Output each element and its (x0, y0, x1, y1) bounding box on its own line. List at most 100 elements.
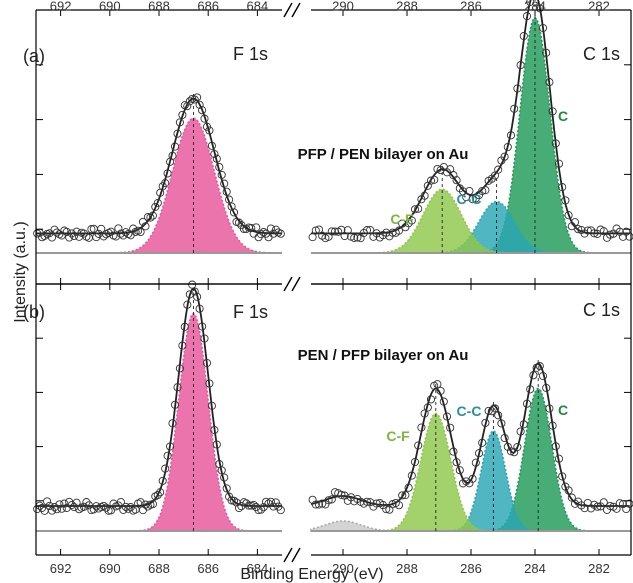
x-tick-label-top: 288 (396, 0, 418, 13)
region-label-c1s: C 1s (583, 44, 620, 64)
data-point (261, 497, 271, 506)
data-point (70, 231, 79, 241)
data-point (225, 195, 234, 204)
data-point (79, 502, 89, 511)
region-label-c1s: C 1s (583, 300, 620, 320)
data-point (449, 447, 458, 456)
data-point (109, 499, 118, 508)
x-tick-label-bottom: 290 (332, 561, 354, 576)
data-point (519, 31, 528, 41)
data-point (522, 399, 532, 408)
data-point (276, 506, 285, 515)
data-point (244, 501, 253, 510)
data-point (478, 438, 487, 447)
data-point (548, 107, 557, 116)
x-tick-label-top: 284 (524, 0, 546, 13)
data-point (200, 114, 209, 123)
peak-label: C-F (386, 428, 410, 444)
data-point (366, 225, 375, 235)
data-point (471, 458, 480, 467)
data-point (558, 183, 567, 192)
data-point (136, 227, 145, 237)
data-point (430, 175, 439, 184)
data-point (102, 503, 111, 512)
data-point (65, 233, 74, 242)
data-point (257, 230, 266, 239)
data-point (308, 233, 317, 242)
data-point (207, 141, 216, 150)
data-point (215, 163, 224, 172)
data-point (141, 222, 150, 231)
data-point (510, 104, 519, 113)
data-point (276, 229, 285, 238)
data-point (163, 169, 172, 178)
data-point (554, 454, 564, 463)
data-point (222, 484, 231, 493)
data-point (252, 223, 261, 232)
data-point (183, 300, 192, 309)
data-point (590, 229, 599, 238)
data-point (558, 472, 567, 481)
data-point (337, 225, 346, 234)
data-point (452, 176, 461, 185)
data-point (564, 486, 573, 495)
data-point (50, 225, 59, 234)
data-point (195, 304, 204, 313)
data-point (506, 447, 516, 456)
data-point (220, 473, 229, 482)
data-point (574, 225, 583, 234)
data-point (564, 211, 573, 220)
data-point (513, 442, 522, 452)
data-point (178, 110, 187, 119)
data-point (104, 506, 113, 515)
data-point (478, 186, 487, 196)
data-point (205, 379, 214, 388)
data-point (410, 205, 420, 214)
data-point (138, 217, 148, 226)
fit-envelope (311, 0, 630, 235)
data-point (190, 95, 199, 104)
data-point (314, 500, 324, 509)
data-point (535, 362, 544, 371)
data-point (426, 176, 436, 185)
data-point (436, 386, 445, 395)
data-point (234, 503, 244, 513)
data-point (153, 198, 162, 208)
x-tick-label-top: 688 (148, 0, 170, 13)
data-point (417, 423, 426, 432)
data-point (97, 224, 106, 233)
sample-label: PFP / PEN bilayer on Au (298, 146, 469, 163)
data-point (271, 225, 280, 234)
data-point (516, 427, 525, 436)
data-point (166, 442, 175, 451)
chart-labels: (a) F 1s C 1s PFP / PEN bilayer on Au C C-C C-… (23, 0, 620, 576)
axis-break-mark (291, 276, 301, 292)
data-point (198, 322, 207, 331)
data-point (124, 229, 133, 239)
data-point (158, 476, 167, 485)
data-point (202, 358, 212, 368)
data-point (234, 218, 244, 227)
data-point (38, 503, 47, 512)
region-label-f1s: F 1s (233, 302, 268, 322)
data-point (55, 500, 64, 509)
data-point (481, 418, 490, 427)
data-point (522, 12, 532, 21)
data-point (249, 500, 258, 509)
data-point (311, 226, 320, 235)
data-point (545, 404, 554, 413)
data-point (52, 505, 61, 514)
data-point (148, 500, 157, 509)
data-point (362, 226, 372, 235)
x-tick-label-top: 290 (332, 0, 354, 13)
data-point (410, 457, 420, 467)
data-point (538, 371, 548, 381)
data-point (62, 227, 71, 236)
data-point (446, 423, 455, 432)
x-tick-label-top: 692 (50, 0, 72, 13)
data-point (257, 505, 266, 514)
x-tick-label-bottom: 284 (524, 561, 546, 576)
data-point (414, 204, 423, 213)
data-point (195, 100, 204, 109)
data-point (143, 502, 152, 511)
